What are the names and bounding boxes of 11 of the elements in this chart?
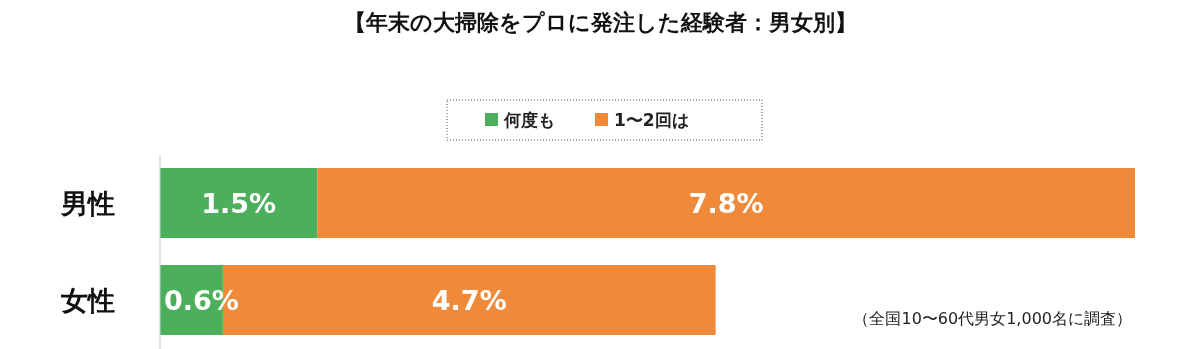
- data-label: 1.5%: [201, 188, 277, 219]
- bar: [160, 168, 318, 238]
- y-tick-label: 女性: [60, 285, 115, 316]
- data-label: 7.8%: [688, 188, 764, 219]
- y-tick-label: 男性: [60, 188, 115, 219]
- bar: [317, 168, 1135, 238]
- data-label: 4.7%: [431, 285, 507, 316]
- legend-label: 何度も: [503, 110, 555, 130]
- chart-title: 【年末の大掃除をプロに発注した経験者：男女別】: [343, 10, 857, 35]
- annotation: （全国10〜60代男女1,000名に調査）: [853, 309, 1132, 328]
- legend-label: 1〜2回は: [614, 110, 689, 130]
